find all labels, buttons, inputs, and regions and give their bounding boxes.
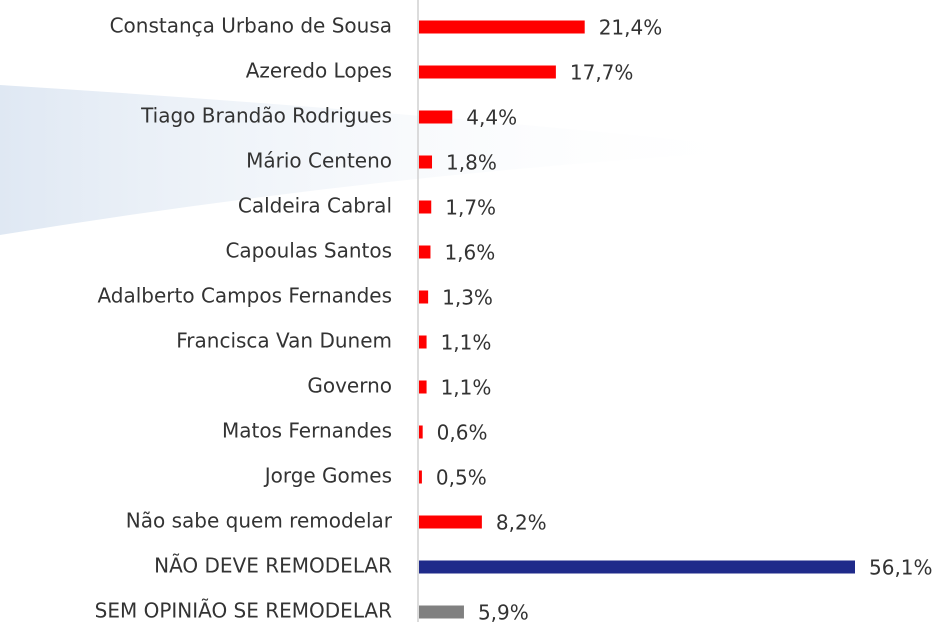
bar bbox=[419, 110, 453, 124]
bar bbox=[419, 65, 556, 79]
category-label: Azeredo Lopes bbox=[246, 59, 392, 83]
bar bbox=[419, 335, 427, 349]
category-label: Capoulas Santos bbox=[225, 239, 392, 263]
category-label: Matos Fernandes bbox=[222, 419, 392, 443]
bar bbox=[419, 470, 422, 484]
category-label: Governo bbox=[307, 374, 392, 398]
bar bbox=[419, 380, 427, 394]
bar bbox=[419, 560, 855, 574]
background-swoosh bbox=[0, 85, 780, 235]
bar bbox=[419, 20, 585, 34]
value-label: 56,1% bbox=[869, 556, 933, 580]
category-label: Não sabe quem remodelar bbox=[126, 509, 393, 533]
bar bbox=[419, 515, 482, 529]
category-label: Tiago Brandão Rodrigues bbox=[140, 104, 392, 128]
category-label: Caldeira Cabral bbox=[238, 194, 392, 218]
value-label: 8,2% bbox=[496, 511, 547, 535]
bar bbox=[419, 245, 431, 259]
value-label: 1,7% bbox=[445, 196, 496, 220]
value-label: 1,1% bbox=[441, 376, 492, 400]
bar bbox=[419, 425, 423, 439]
category-label: Mário Centeno bbox=[246, 149, 392, 173]
value-label: 4,4% bbox=[466, 106, 517, 130]
value-label: 1,3% bbox=[442, 286, 493, 310]
category-label: Adalberto Campos Fernandes bbox=[97, 284, 392, 308]
category-label: Francisca Van Dunem bbox=[176, 329, 392, 353]
category-label: SEM OPINIÃO SE REMODELAR bbox=[95, 599, 392, 622]
value-label: 0,6% bbox=[437, 421, 488, 445]
value-label: 0,5% bbox=[436, 466, 487, 490]
value-label: 1,1% bbox=[441, 331, 492, 355]
value-label: 1,8% bbox=[446, 151, 497, 175]
category-label: Jorge Gomes bbox=[263, 464, 392, 488]
bar bbox=[419, 605, 464, 619]
bar bbox=[419, 200, 432, 214]
bar bbox=[419, 155, 433, 169]
category-label: NÃO DEVE REMODELAR bbox=[154, 554, 392, 578]
bar bbox=[419, 290, 429, 304]
value-label: 21,4% bbox=[599, 16, 663, 40]
value-label: 5,9% bbox=[478, 601, 529, 622]
category-label: Constança Urbano de Sousa bbox=[110, 14, 392, 38]
value-label: 1,6% bbox=[444, 241, 495, 265]
value-label: 17,7% bbox=[570, 61, 634, 85]
